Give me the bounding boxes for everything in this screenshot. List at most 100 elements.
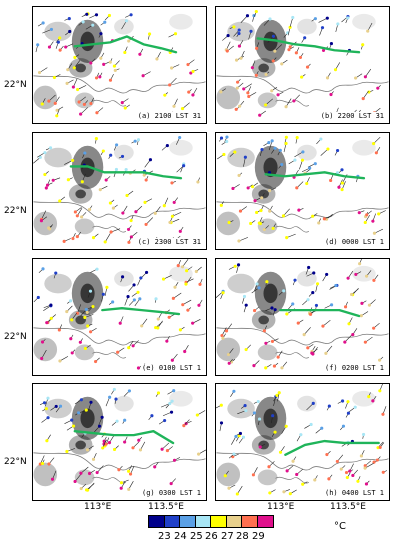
station-temperature-dot [119,486,123,490]
station-temperature-dot [178,328,182,332]
wind-arrow [77,85,87,90]
station-temperature-dot [292,99,296,103]
station-temperature-dot [172,389,176,393]
station-temperature-dot [257,286,261,290]
station-temperature-dot [100,415,104,419]
wind-arrow [172,212,182,217]
station-temperature-dot [82,102,86,106]
station-temperature-dot [343,340,347,344]
terrain-shading [33,211,58,236]
station-temperature-dot [363,464,367,468]
station-temperature-dot [36,43,40,47]
station-temperature-dot [271,414,275,418]
station-temperature-dot [282,490,286,494]
lon-label-left-113-5: 113.5°E [148,502,184,512]
station-temperature-dot [239,56,243,60]
station-temperature-dot [264,341,268,345]
station-temperature-dot [344,470,349,475]
station-temperature-dot [233,264,237,268]
station-temperature-dot [65,310,69,314]
terrain-shading [74,218,95,235]
station-temperature-dot [83,346,88,351]
station-temperature-dot [237,239,241,243]
station-temperature-dot [371,219,375,223]
station-temperature-dot [129,13,133,17]
lon-label-right-113-5: 113.5°E [330,502,366,512]
panel-label-a: (a) 2100 LST 31 [136,112,202,120]
station-temperature-dot [95,111,99,115]
station-temperature-dot [138,52,142,56]
station-temperature-dot [182,424,186,428]
station-temperature-dot [101,292,105,296]
station-temperature-dot [99,56,103,60]
station-temperature-dot [108,78,113,82]
station-temperature-dot [254,9,258,14]
station-temperature-dot [101,446,105,450]
station-temperature-dot [121,275,125,279]
station-temperature-dot [114,167,119,172]
station-temperature-dot [293,158,297,162]
station-temperature-dot [313,162,317,166]
map-canvas-c [33,135,206,245]
colorbar-swatch [149,516,165,527]
station-temperature-dot [144,222,148,227]
terrain-shading [44,21,72,42]
station-temperature-dot [161,277,166,281]
station-temperature-dot [41,21,45,25]
station-temperature-dot [381,412,385,416]
station-temperature-dot [132,283,136,287]
station-temperature-dot [93,359,98,364]
station-temperature-dot [365,213,369,217]
station-temperature-dot [94,13,99,17]
station-temperature-dot [120,154,125,159]
station-temperature-dot [131,446,135,450]
terrain-shading [74,344,95,361]
wind-arrow [306,403,314,411]
station-temperature-dot [255,46,259,50]
station-temperature-dot [50,477,55,481]
station-temperature-dot [270,139,274,143]
station-temperature-dot [245,14,250,18]
station-temperature-dot [108,395,112,399]
station-temperature-dot [197,452,201,456]
station-temperature-dot [121,211,125,215]
station-temperature-dot [251,473,256,477]
station-temperature-dot [45,321,49,325]
terrain-shading [44,273,72,294]
station-temperature-dot [219,203,223,207]
station-temperature-dot [334,283,338,288]
station-temperature-dot [136,366,141,370]
station-temperature-dot [77,411,81,415]
colorbar-tick: 28 [236,531,249,542]
station-temperature-dot [160,447,164,451]
station-temperature-dot [271,34,276,38]
terrain-peak [258,315,269,325]
station-temperature-dot [46,416,50,420]
station-temperature-dot [305,181,309,186]
station-temperature-dot [288,492,292,496]
map-panel-b: (b) 2200 LST 31 [215,6,390,124]
station-temperature-dot [361,97,365,101]
station-temperature-dot [127,389,131,393]
lon-label-right-113: 113°E [267,502,295,512]
station-temperature-dot [238,209,243,213]
station-temperature-dot [126,469,131,473]
station-temperature-dot [55,114,59,118]
terrain-shading [227,273,255,294]
station-temperature-dot [123,106,127,110]
station-temperature-dot [293,278,297,282]
station-temperature-dot [83,315,87,320]
station-temperature-dot [173,32,178,36]
colorbar-tick: 26 [205,531,218,542]
station-temperature-dot [242,87,246,91]
terrain-peak [75,63,86,73]
station-temperature-dot [311,401,315,405]
station-temperature-dot [232,452,236,456]
station-temperature-dot [284,141,288,146]
station-temperature-dot [232,25,236,29]
station-temperature-dot [322,217,326,221]
station-temperature-dot [44,407,48,411]
station-temperature-dot [155,57,159,61]
station-temperature-dot [47,462,51,466]
station-temperature-dot [103,240,107,244]
